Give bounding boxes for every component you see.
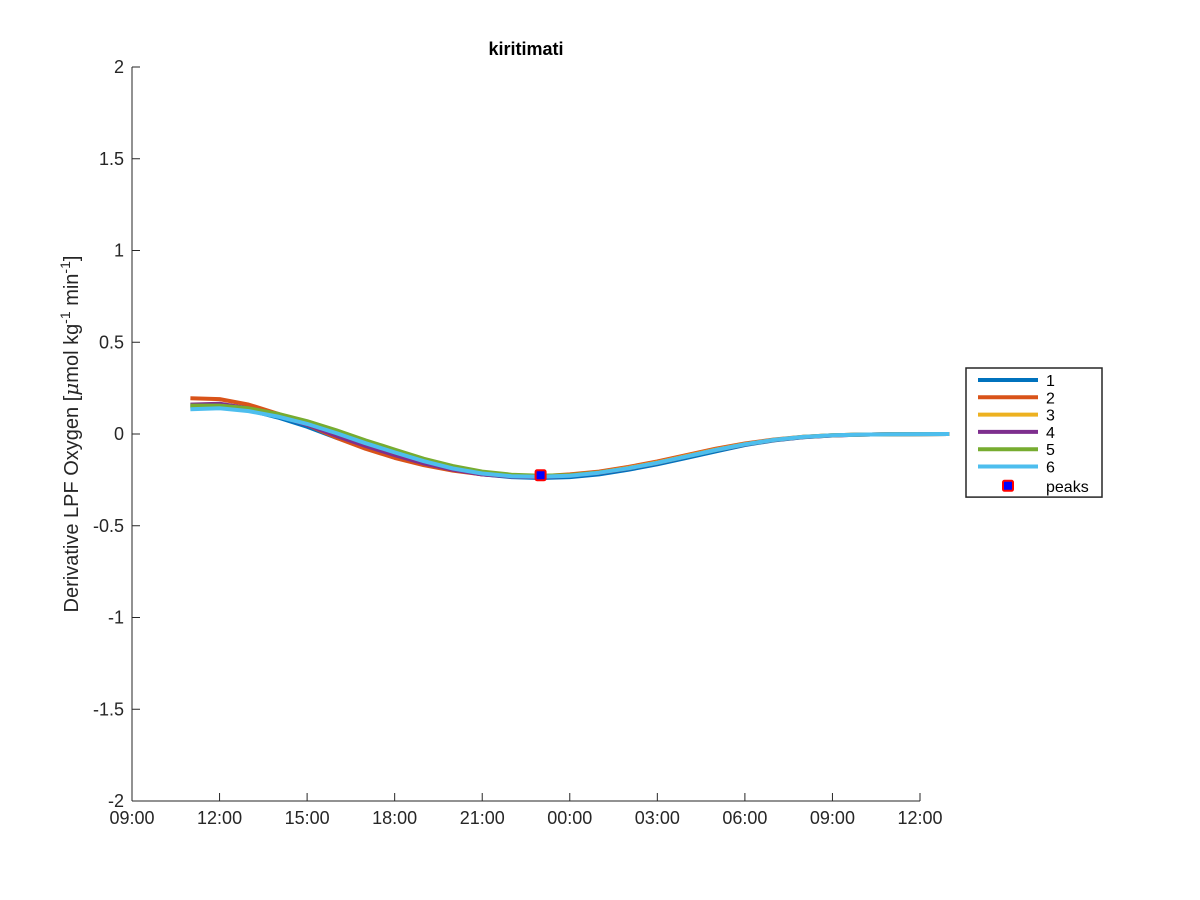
legend-label-5: 5: [1046, 442, 1055, 459]
x-tick-label: 03:00: [635, 808, 680, 828]
y-axis-label-sup2: -1: [57, 261, 73, 274]
x-tick-label: 09:00: [109, 808, 154, 828]
x-tick-label: 00:00: [547, 808, 592, 828]
y-axis-label-unit2: min: [61, 274, 83, 312]
peak-marker: [534, 469, 547, 482]
y-axis-label-main: Derivative LPF Oxygen [: [61, 395, 83, 612]
x-tick-label: 18:00: [372, 808, 417, 828]
legend-swatch-peaks: [1002, 479, 1014, 492]
y-tick-label: 2: [114, 57, 124, 77]
x-ticks: 09:00 12:00 15:00 18:00 21:00 00:00 03:00 06:00…: [109, 793, 943, 828]
y-tick-label: -1.5: [93, 699, 124, 719]
x-tick-label: 12:00: [197, 808, 242, 828]
x-tick-label: 06:00: [722, 808, 767, 828]
y-axis-label: Derivative LPF Oxygen [μmol kg-1 min-1]: [57, 256, 83, 613]
axes: 2 1.5 1 0.5 0 -0.5 -1 -1.5 -2 09:00 12:00 15:00 18:…: [93, 57, 943, 828]
legend-label-4: 4: [1046, 425, 1055, 442]
y-tick-label: 0.5: [99, 332, 124, 352]
y-axis-label-sup1: -1: [57, 311, 73, 324]
series-line-6: [190, 406, 950, 479]
x-tick-label: 15:00: [285, 808, 330, 828]
series-line-1: [190, 403, 950, 480]
legend-label-2: 2: [1046, 390, 1055, 407]
x-tick-label: 21:00: [460, 808, 505, 828]
plot-area: [190, 396, 950, 482]
chart-title: kiritimati: [488, 39, 563, 59]
y-tick-label: -1: [108, 608, 124, 628]
y-tick-label: 1.5: [99, 149, 124, 169]
y-ticks: 2 1.5 1 0.5 0 -0.5 -1 -1.5 -2: [93, 57, 140, 811]
legend-label-1: 1: [1046, 373, 1055, 390]
y-tick-label: -0.5: [93, 516, 124, 536]
y-tick-label: -2: [108, 791, 124, 811]
series-line-3: [190, 405, 950, 479]
series-line-4: [190, 401, 950, 480]
x-tick-label: 09:00: [810, 808, 855, 828]
y-tick-label: 1: [114, 241, 124, 261]
y-axis-label-close: ]: [61, 256, 83, 262]
y-axis-label-mu: μ: [59, 383, 83, 396]
legend-label-6: 6: [1046, 460, 1055, 477]
y-axis-label-unit1: mol kg: [61, 324, 83, 383]
x-tick-label: 12:00: [897, 808, 942, 828]
series-line-5: [190, 403, 950, 478]
legend-label-3: 3: [1046, 408, 1055, 425]
legend-label-peaks: peaks: [1046, 479, 1089, 496]
y-tick-label: 0: [114, 424, 124, 444]
